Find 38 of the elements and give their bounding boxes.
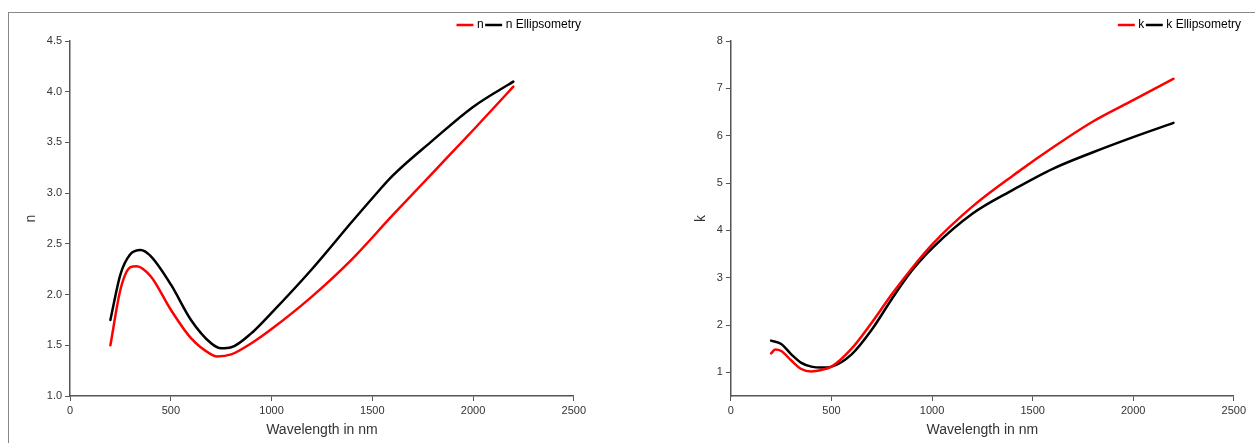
x-axis-title: Wavelength in nm: [926, 421, 1039, 438]
x-tick-label: 2000: [1120, 403, 1146, 416]
y-tick-label: 1: [716, 365, 723, 378]
x-tick-label: 1500: [1020, 403, 1045, 416]
y-tick-label: 2.0: [46, 287, 63, 300]
y-tick-label: 3.5: [46, 135, 63, 148]
y-tick-label: 1.5: [46, 338, 63, 351]
x-tick-label: 0: [727, 403, 734, 416]
x-tick-label: 500: [161, 403, 181, 416]
legend-label: n: [476, 17, 484, 32]
x-tick-label: 2500: [561, 403, 587, 416]
y-tick-label: 4.0: [46, 84, 63, 97]
y-tick-label: 4: [716, 223, 723, 236]
y-tick-label: 8: [716, 34, 723, 47]
x-tick-label: 1500: [360, 403, 385, 416]
legend-label: k: [1138, 17, 1146, 32]
x-tick-label: 0: [67, 403, 74, 416]
x-tick-label: 500: [822, 403, 841, 416]
y-axis-title: n: [22, 214, 39, 223]
y-axis-title: k: [692, 214, 709, 222]
y-tick-label: 2.5: [46, 236, 63, 249]
x-axis-title: Wavelength in nm: [266, 421, 378, 438]
line-series: [769, 121, 1175, 369]
y-tick-label: 7: [716, 81, 723, 94]
x-tick-label: 2500: [1221, 403, 1247, 416]
x-tick-label: 1000: [919, 403, 945, 416]
line-series: [769, 77, 1175, 373]
y-tick-label: 1.0: [46, 389, 63, 402]
y-tick-label: 3.0: [46, 186, 63, 199]
y-tick-label: 3: [716, 270, 723, 283]
y-tick-label: 4.5: [46, 34, 63, 47]
y-tick-label: 2: [716, 318, 723, 331]
x-tick-label: 1000: [259, 403, 284, 416]
x-tick-label: 2000: [460, 403, 486, 416]
y-tick-label: 6: [716, 128, 723, 141]
legend-label: k Ellipsometry: [1166, 17, 1241, 32]
y-tick-label: 5: [716, 176, 723, 189]
legend-label: n Ellipsometry: [505, 17, 581, 32]
